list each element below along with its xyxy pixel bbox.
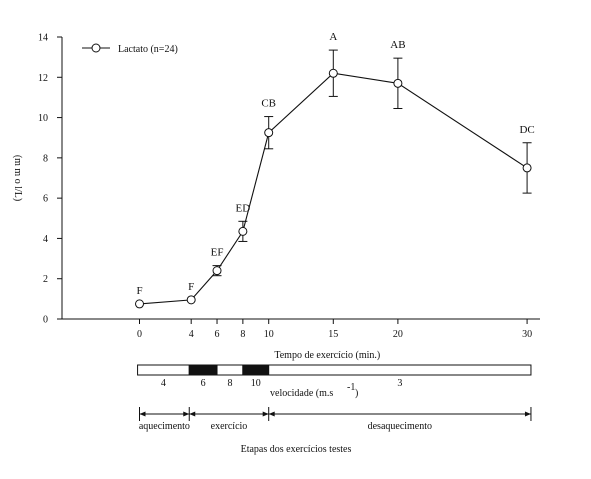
point-label: CB bbox=[261, 98, 276, 110]
point-label: ED bbox=[236, 202, 251, 214]
velocity-segment bbox=[216, 364, 244, 376]
stage-label: desaquecimento bbox=[368, 421, 432, 432]
y-tick-label: 8 bbox=[43, 153, 48, 164]
x-tick-label: 0 bbox=[137, 329, 142, 340]
velocity-segment-label: 3 bbox=[397, 378, 402, 389]
data-point bbox=[135, 299, 145, 309]
velocity-segment bbox=[242, 364, 270, 376]
velocity-segment-label: 6 bbox=[201, 378, 206, 389]
velocity-bar: 4 6 8 10 3 velocidade (m.s -1) bbox=[137, 364, 532, 399]
point-label: F bbox=[188, 281, 194, 293]
velocity-segment bbox=[137, 364, 190, 376]
y-tick-label: 10 bbox=[38, 113, 48, 124]
velocity-label-close: ) bbox=[355, 388, 358, 399]
point-label: AB bbox=[390, 39, 405, 51]
x-tick-label: 8 bbox=[240, 329, 245, 340]
legend-label: Lactato (n=24) bbox=[118, 44, 178, 55]
y-tick-label: 6 bbox=[43, 194, 48, 205]
y-tick-label: 2 bbox=[43, 274, 48, 285]
legend-marker bbox=[91, 43, 101, 53]
point-label: A bbox=[329, 31, 337, 43]
stage-arrow-left bbox=[189, 411, 196, 417]
data-point bbox=[393, 78, 403, 88]
series-line bbox=[139, 72, 528, 305]
series-layer: F F EF ED CB A AB DC bbox=[135, 31, 535, 309]
y-tick-label: 4 bbox=[43, 234, 48, 245]
y-tick-label: 0 bbox=[43, 315, 48, 326]
point-label: EF bbox=[211, 247, 224, 259]
y-tick-label: 12 bbox=[38, 73, 48, 84]
stage-arrow-right bbox=[524, 411, 531, 417]
data-point bbox=[522, 163, 532, 173]
x-tick-label: 10 bbox=[264, 329, 274, 340]
y-axis-title: (m m o l/L) bbox=[12, 155, 23, 201]
data-point bbox=[212, 266, 222, 276]
x-tick-label: 4 bbox=[189, 329, 194, 340]
stage-label: aquecimento bbox=[139, 421, 190, 432]
stage-arrow-left bbox=[139, 411, 146, 417]
x-tick-label: 20 bbox=[393, 329, 403, 340]
point-label: DC bbox=[519, 124, 534, 136]
data-point bbox=[264, 128, 274, 138]
stages-caption: Etapas dos exercícios testes bbox=[241, 444, 352, 455]
velocity-segment-label: 4 bbox=[161, 378, 166, 389]
x-tick-label: 15 bbox=[328, 329, 338, 340]
stage-label: exercício bbox=[211, 421, 248, 432]
velocity-segment bbox=[188, 364, 218, 376]
velocity-segment-label: 10 bbox=[251, 378, 261, 389]
exercise-stages: aquecimento exercício desaquecimento Etapas… bbox=[139, 407, 532, 455]
axes: 0 2 4 6 8 10 12 14 0 4 6 8 10 15 20 30 bbox=[38, 33, 540, 340]
velocity-exponent: -1 bbox=[347, 382, 355, 393]
data-point bbox=[186, 295, 196, 305]
x-tick-label: 30 bbox=[522, 329, 532, 340]
point-label: F bbox=[136, 285, 142, 297]
stage-arrow-right bbox=[262, 411, 269, 417]
stage-arrow-right bbox=[183, 411, 190, 417]
velocity-segment-label: 8 bbox=[227, 378, 232, 389]
x-tick-label: 6 bbox=[215, 329, 220, 340]
velocity-label: velocidade (m.s bbox=[270, 388, 333, 399]
data-point bbox=[238, 226, 248, 236]
velocity-segment bbox=[268, 364, 532, 376]
y-tick-label: 14 bbox=[38, 33, 48, 44]
stage-arrow-left bbox=[268, 411, 275, 417]
legend: Lactato (n=24) bbox=[82, 43, 178, 55]
x-axis-title: Tempo de exercício (min.) bbox=[274, 350, 380, 361]
data-point bbox=[328, 68, 338, 78]
